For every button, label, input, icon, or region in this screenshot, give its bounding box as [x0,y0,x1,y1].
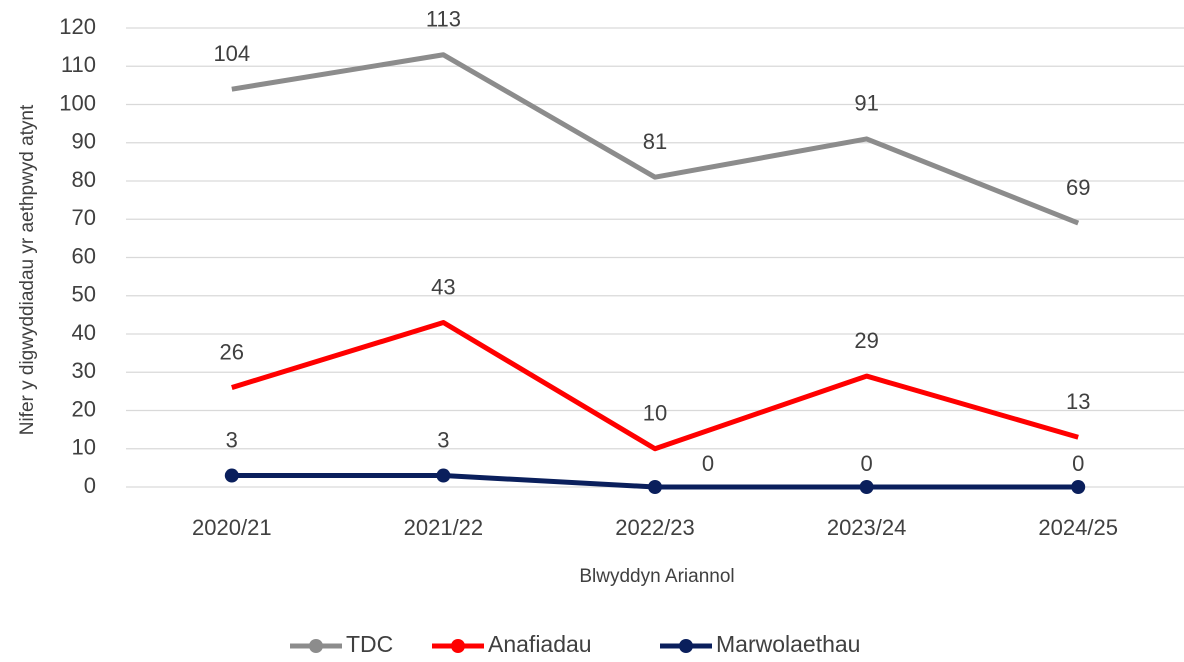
data-label: 3 [437,427,449,452]
y-tick-label: 30 [72,358,96,383]
y-tick-label: 50 [72,282,96,307]
point-marker [859,480,874,494]
data-label: 113 [426,7,461,32]
x-tick-label: 2024/25 [1038,515,1118,540]
legend-label: Marwolaethau [716,631,860,657]
y-axis-title: Nifer y digwyddiadau yr aethpwyd atynt [17,104,38,435]
legend-marker [451,639,465,653]
point-marker [436,468,451,483]
legend-marker [679,639,693,653]
x-tick-label: 2023/24 [827,515,907,540]
y-tick-label: 10 [72,435,96,460]
y-tick-label: 40 [72,320,96,345]
data-label: 69 [1066,175,1090,200]
legend-label: Anafiadau [488,631,592,657]
y-tick-label: 90 [72,129,96,154]
data-label: 29 [854,328,878,353]
y-tick-label: 60 [72,243,96,268]
y-tick-label: 70 [72,205,96,230]
x-tick-label: 2022/23 [615,515,695,540]
data-label: 104 [213,41,250,66]
data-label: 26 [220,339,244,364]
y-tick-label: 110 [61,52,96,77]
data-label: 0 [860,451,872,476]
data-label: 10 [643,401,667,426]
point-marker [224,468,239,483]
data-label: 3 [226,427,238,452]
point-marker [648,480,662,494]
data-label: 13 [1066,389,1090,414]
point-marker [1071,480,1086,494]
y-tick-label: 120 [59,14,96,39]
data-label: 43 [431,274,455,299]
data-label: 0 [1072,451,1084,476]
series-line [231,52,1080,226]
legend-marker [309,639,323,653]
y-tick-label: 80 [72,167,96,192]
series-line [231,320,1079,452]
x-axis-title: Blwyddyn Ariannol [579,566,734,587]
data-label: 0 [702,451,714,476]
y-tick-label: 100 [59,90,96,115]
y-tick-label: 20 [72,396,96,421]
legend-label: TDC [346,631,393,657]
y-tick-label: 0 [84,473,96,498]
data-label: 91 [854,91,878,116]
data-label: 81 [643,129,667,154]
x-tick-label: 2021/22 [404,515,484,540]
x-tick-label: 2020/21 [192,515,272,540]
